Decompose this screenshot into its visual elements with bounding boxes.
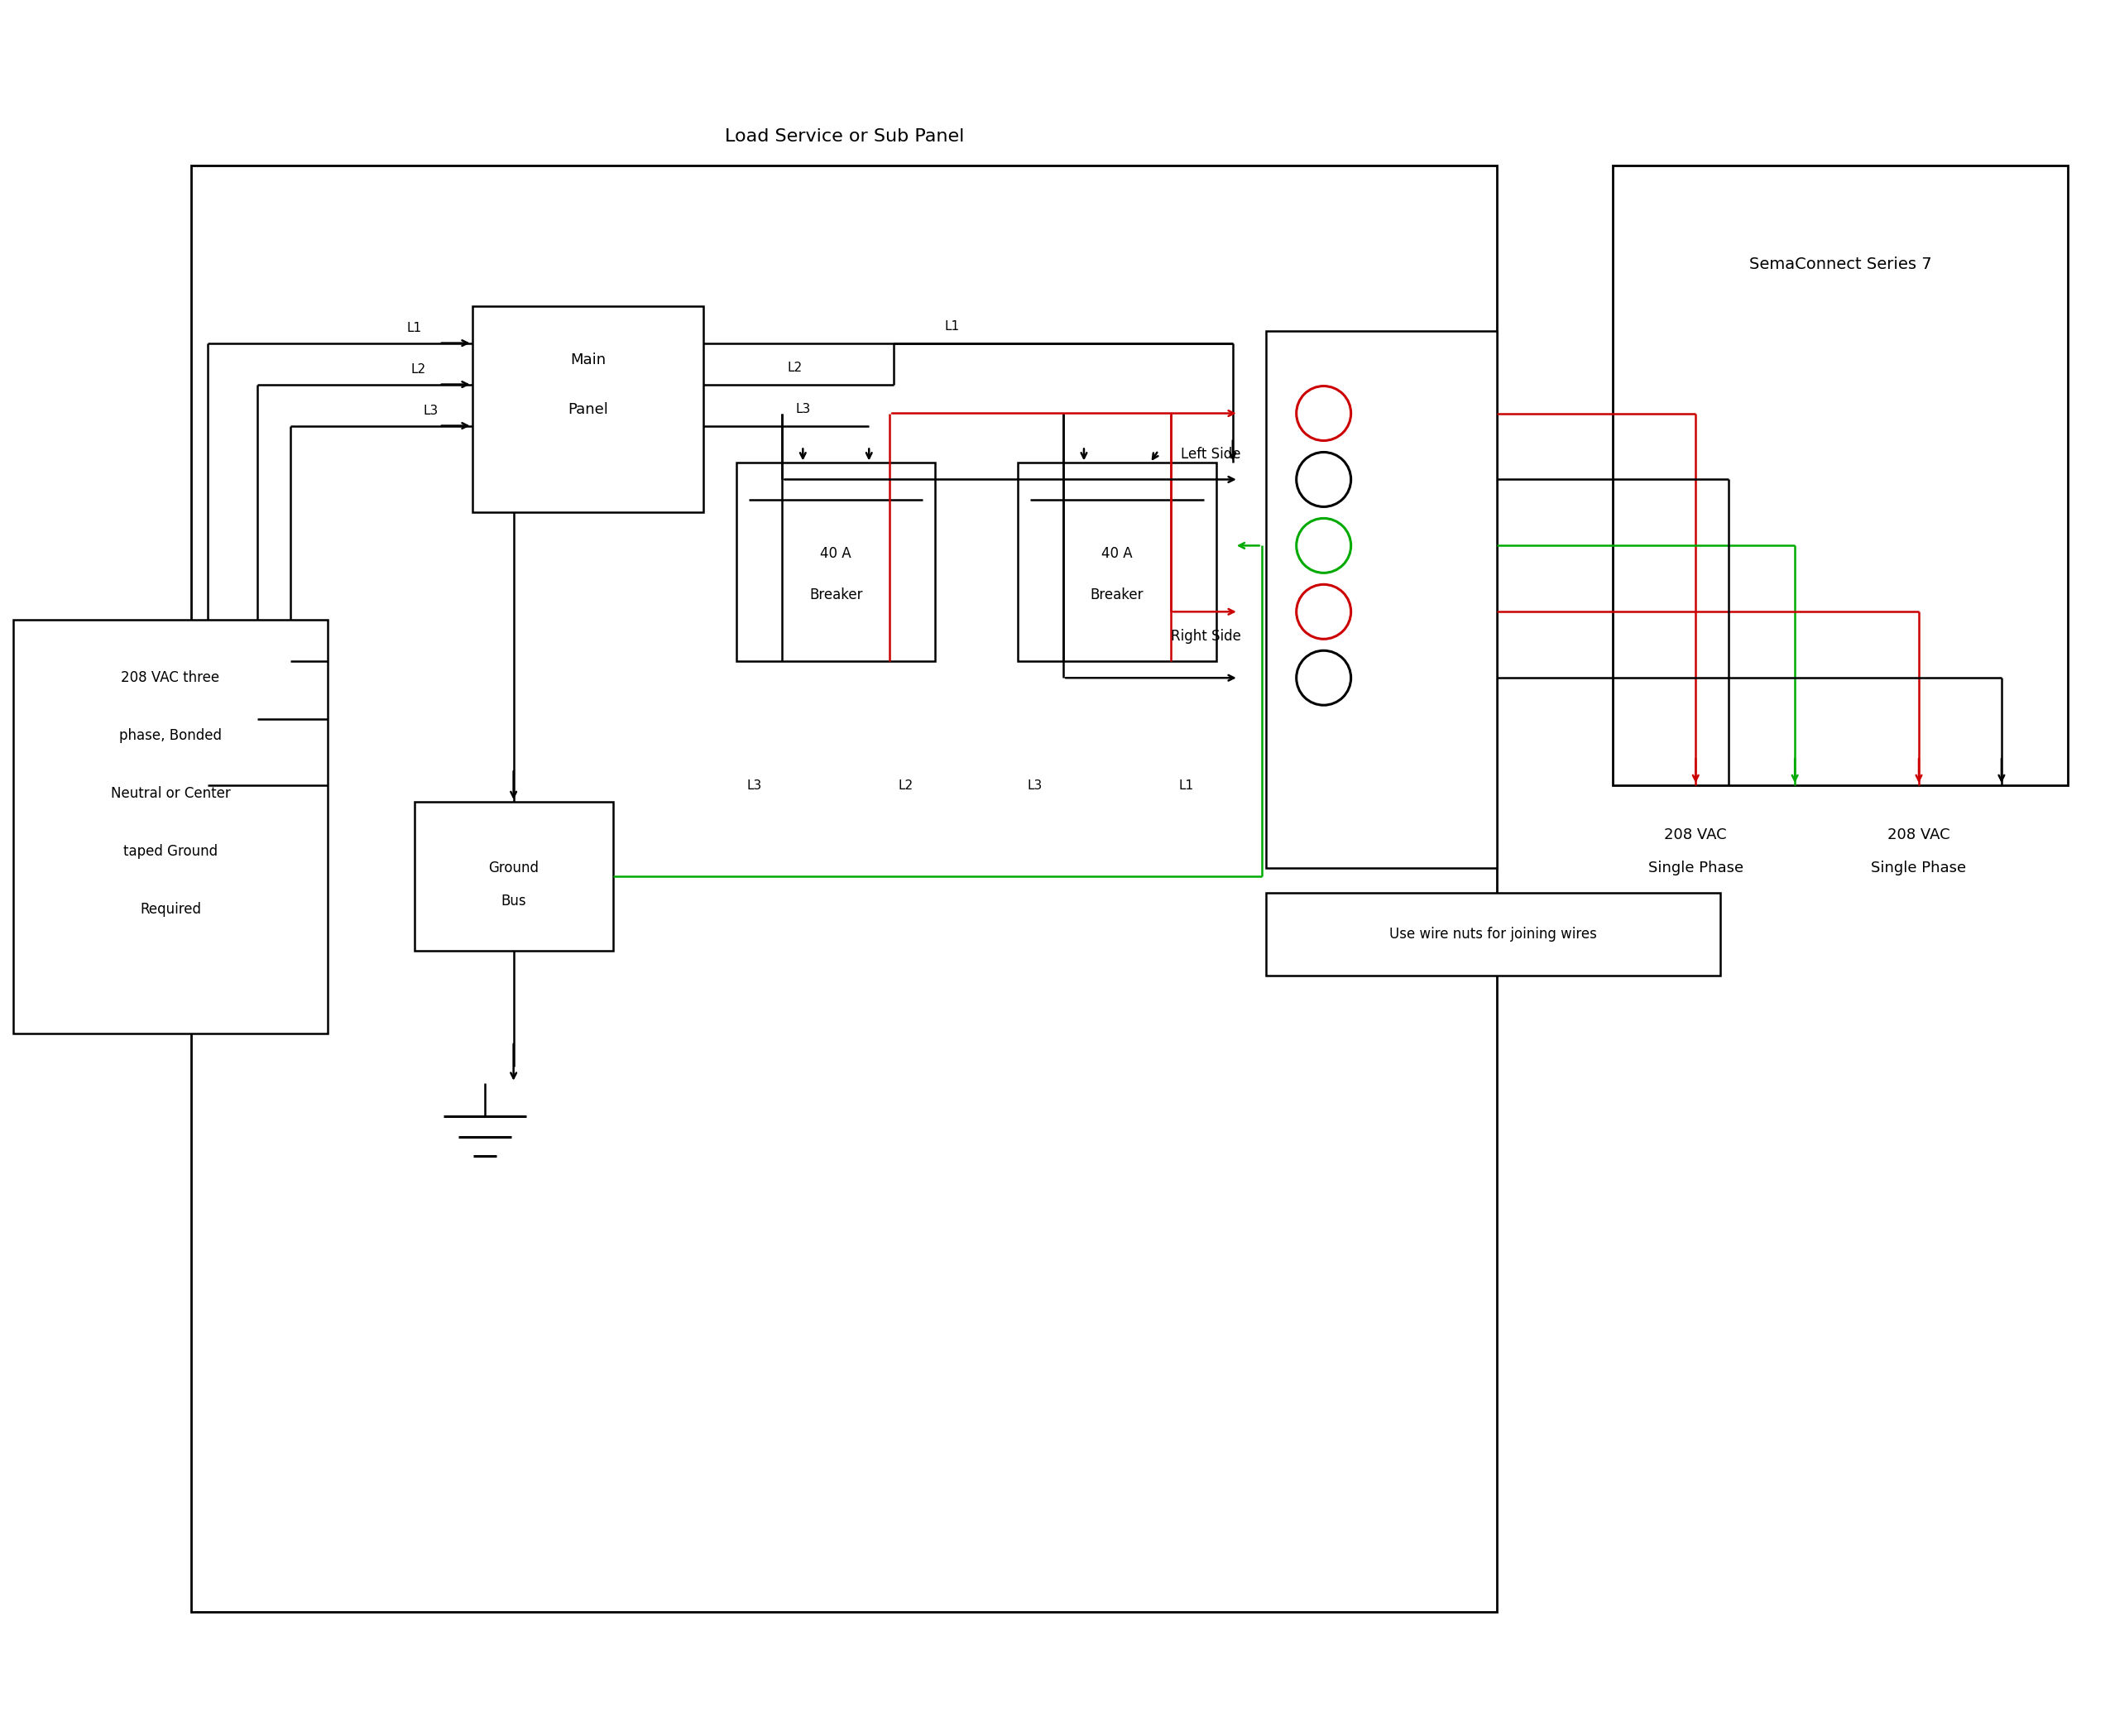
Text: Breaker: Breaker [1091,589,1144,602]
Text: L2: L2 [899,779,914,792]
Bar [1266,892,1720,976]
Text: SemaConnect Series 7: SemaConnect Series 7 [1749,257,1931,273]
Text: L1: L1 [943,321,960,333]
Bar [1612,165,2068,785]
Bar [1266,330,1498,868]
Text: Right Side: Right Side [1171,628,1241,644]
Circle shape [1296,585,1350,639]
Text: L1: L1 [1179,779,1194,792]
Bar [13,620,327,1033]
Text: Single Phase: Single Phase [1648,861,1743,875]
Text: phase, Bonded: phase, Bonded [118,729,222,743]
Text: 208 VAC: 208 VAC [1888,828,1950,842]
Bar [192,165,1498,1613]
Bar [473,306,703,512]
Text: Required: Required [139,903,200,917]
Circle shape [1296,651,1350,705]
Text: 208 VAC three: 208 VAC three [120,670,219,686]
Text: Load Service or Sub Panel: Load Service or Sub Panel [724,128,964,144]
Text: taped Ground: taped Ground [122,844,217,859]
Bar [736,464,935,661]
Circle shape [1296,519,1350,573]
Text: L3: L3 [795,403,810,415]
Text: L3: L3 [1028,779,1042,792]
Text: Single Phase: Single Phase [1872,861,1967,875]
Text: L2: L2 [411,363,426,375]
Text: Panel: Panel [568,401,608,417]
Bar [414,802,612,951]
Text: 208 VAC: 208 VAC [1665,828,1726,842]
Text: Use wire nuts for joining wires: Use wire nuts for joining wires [1388,927,1597,941]
Text: L1: L1 [407,321,422,335]
Text: L2: L2 [787,361,802,373]
Circle shape [1296,385,1350,441]
Text: 40 A: 40 A [1101,547,1133,561]
Text: Main: Main [570,352,606,366]
Text: 40 A: 40 A [821,547,852,561]
Text: L3: L3 [424,404,439,417]
Bar [1017,464,1215,661]
Text: Neutral or Center: Neutral or Center [110,786,230,800]
Circle shape [1296,451,1350,507]
Text: Bus: Bus [500,894,525,908]
Text: Ground: Ground [487,861,538,875]
Text: L3: L3 [747,779,762,792]
Text: Left Side: Left Side [1182,448,1241,462]
Text: Breaker: Breaker [810,589,863,602]
